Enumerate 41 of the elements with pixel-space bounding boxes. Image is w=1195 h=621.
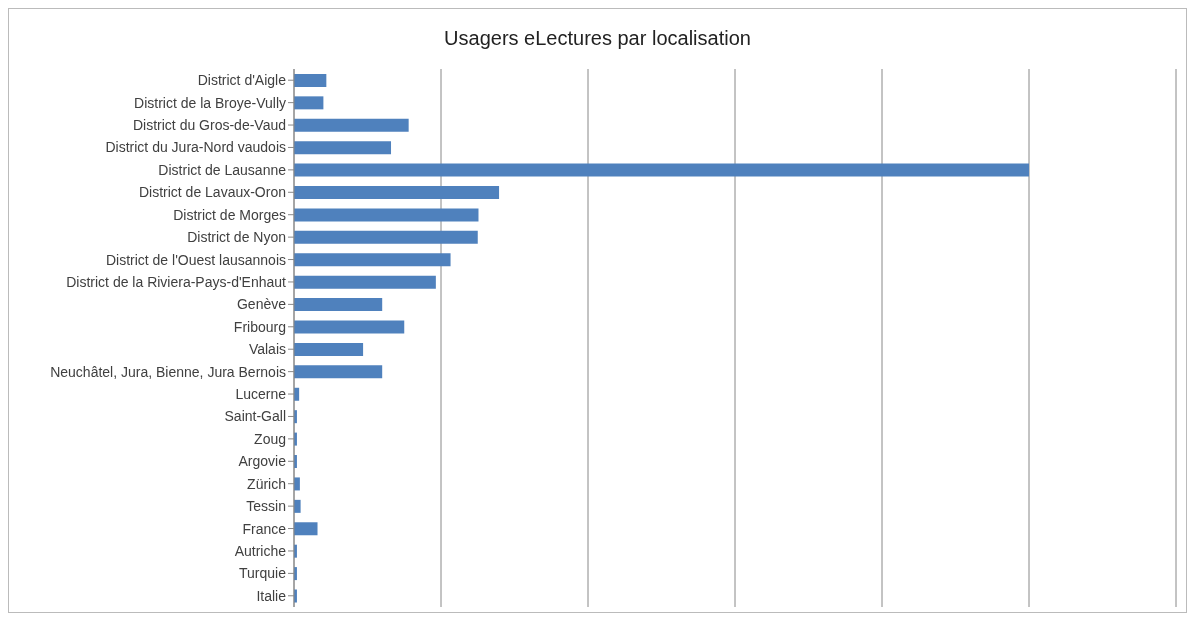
y-tick-label: District de la Riviera-Pays-d'Enhaut <box>66 273 287 290</box>
bar <box>294 73 327 87</box>
y-tick-label: Italie <box>256 587 287 604</box>
bar <box>294 253 451 267</box>
bar <box>294 275 436 289</box>
bar <box>294 96 324 110</box>
y-tick-label: District de la Broye-Vully <box>134 94 286 111</box>
y-tick-label: Argovie <box>238 453 287 470</box>
y-tick-label: Lucerne <box>235 386 287 403</box>
chart-title: Usagers eLectures par localisation <box>443 26 752 51</box>
bar <box>294 118 409 132</box>
bar <box>294 522 318 536</box>
y-tick-label: Neuchâtel, Jura, Bienne, Jura Bernois <box>50 363 286 380</box>
bar <box>294 298 383 312</box>
y-tick-label: Zürich <box>247 475 286 492</box>
bar <box>294 186 500 200</box>
bar <box>294 163 1029 177</box>
y-tick-label: District de l'Ouest lausannois <box>105 251 286 268</box>
y-tick-label: District de Lavaux-Oron <box>138 184 286 201</box>
y-tick-label: District de Nyon <box>187 229 286 246</box>
y-tick-label: District du Gros-de-Vaud <box>132 117 286 134</box>
bar <box>294 230 478 244</box>
bar <box>294 365 383 379</box>
bar <box>294 141 392 155</box>
bar <box>294 320 405 334</box>
y-tick-label: Genève <box>236 296 287 313</box>
y-tick-label: District de Lausanne <box>158 161 287 178</box>
y-tick-label: Zoug <box>254 430 286 447</box>
y-tick-label: Valais <box>248 341 286 358</box>
bar <box>294 342 364 356</box>
y-tick-label: Autriche <box>234 542 287 559</box>
y-tick-label: Saint-Gall <box>224 408 286 425</box>
y-tick-label: Fribourg <box>233 318 286 335</box>
y-tick-label: France <box>242 520 287 537</box>
y-tick-label: Tessin <box>246 498 286 515</box>
y-tick-label: District de Morges <box>173 206 286 223</box>
y-tick-label: District du Jura-Nord vaudois <box>105 139 286 156</box>
y-tick-label: Turquie <box>239 565 287 582</box>
y-tick-label: District d'Aigle <box>197 72 287 89</box>
bar <box>294 208 479 222</box>
bar <box>294 499 301 513</box>
